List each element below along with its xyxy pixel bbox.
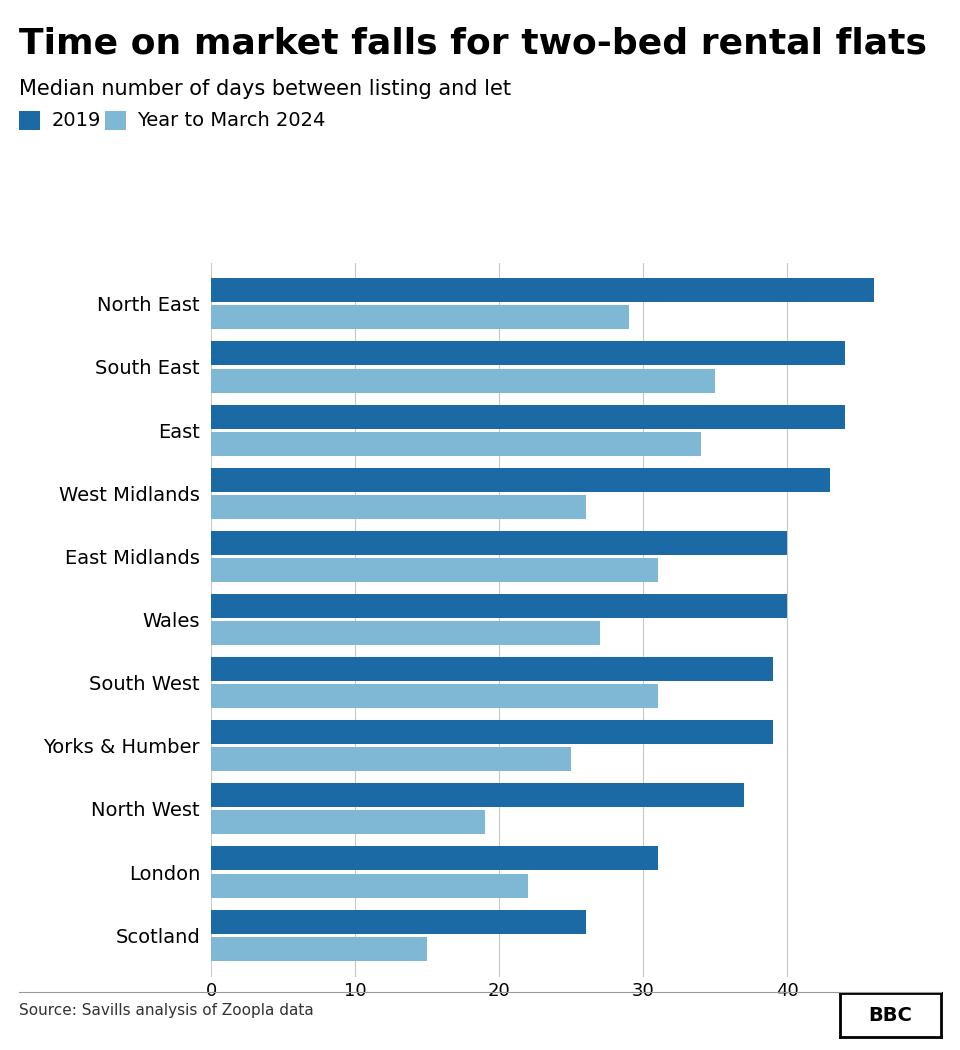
Bar — [211, 622, 600, 645]
Text: BBC: BBC — [869, 1006, 912, 1025]
Bar — [211, 657, 773, 681]
Bar — [211, 278, 874, 302]
Bar — [211, 531, 787, 554]
Bar — [211, 369, 715, 393]
Bar — [211, 748, 571, 772]
Bar — [211, 811, 485, 835]
Bar — [211, 937, 427, 961]
Bar — [211, 720, 773, 744]
Bar — [211, 558, 658, 582]
Bar — [211, 495, 586, 519]
Bar — [211, 846, 658, 870]
Bar — [211, 341, 845, 365]
Bar — [211, 432, 701, 456]
Text: Year to March 2024: Year to March 2024 — [137, 111, 325, 130]
Bar — [211, 404, 845, 428]
Bar — [211, 594, 787, 617]
Text: 2019: 2019 — [52, 111, 101, 130]
Text: Median number of days between listing and let: Median number of days between listing an… — [19, 79, 511, 99]
Bar — [211, 783, 744, 807]
Text: Source: Savills analysis of Zoopla data: Source: Savills analysis of Zoopla data — [19, 1003, 314, 1017]
Text: Time on market falls for two-bed rental flats: Time on market falls for two-bed rental … — [19, 26, 927, 60]
Bar — [211, 685, 658, 708]
Bar — [211, 909, 586, 933]
Bar — [211, 874, 528, 898]
Bar — [211, 306, 629, 330]
Bar — [211, 467, 830, 491]
